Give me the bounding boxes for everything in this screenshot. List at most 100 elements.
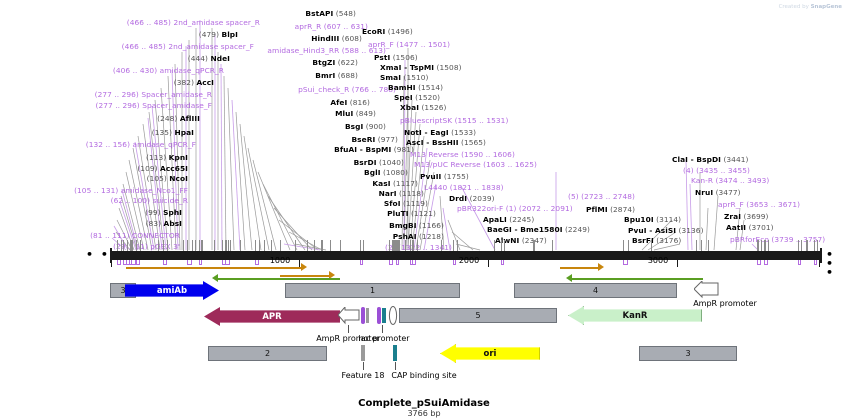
feature-arrow-apr[interactable]: APR bbox=[204, 307, 340, 326]
caption-line-lac-promoter bbox=[382, 325, 383, 333]
enzyme-site-tick bbox=[340, 240, 341, 251]
label-l4440: L4440 (1821 .. 1838) bbox=[424, 183, 504, 192]
enzyme-site-tick bbox=[129, 240, 131, 251]
label-bpu10i: Bpu10I (3114) bbox=[624, 215, 682, 224]
enzyme-site-tick bbox=[280, 240, 282, 251]
label-aprr-f-2: aprR_F (3653 .. 3671) bbox=[718, 200, 801, 209]
label-xmai-tspmi: XmaI - TspMI (1508) bbox=[380, 63, 462, 72]
primer-bar-green-1 bbox=[216, 278, 340, 280]
site-glyph-purple-2[interactable] bbox=[377, 307, 381, 324]
label-2nd-amidase-spacer-r: (466 .. 485) 2nd_amidase spacer_R bbox=[126, 18, 260, 27]
feature-box-4[interactable]: 4 bbox=[514, 283, 677, 298]
ruler-tick-end bbox=[819, 260, 820, 267]
enzyme-site-tick bbox=[214, 240, 215, 251]
label-pbrforeco: pBRforEco (3739 .. 3757) bbox=[730, 235, 825, 244]
label-hpai: (135) HpaI bbox=[151, 128, 194, 137]
feature-box-5[interactable]: 5 bbox=[399, 308, 557, 323]
label-zrai: ZraI (3699) bbox=[724, 212, 769, 221]
feature-bracket bbox=[756, 260, 761, 265]
feature-bracket bbox=[163, 260, 167, 265]
enzyme-site-tick bbox=[393, 240, 395, 251]
enzyme-site-tick bbox=[140, 240, 142, 251]
ruler-tick-1000 bbox=[299, 260, 300, 267]
feature-box-3-right[interactable]: 3 bbox=[639, 346, 737, 361]
label-sfoi: SfoI (1119) bbox=[383, 199, 428, 208]
label-baegi-bme1580i: BaeGI - Bme1580I (2249) bbox=[487, 225, 590, 234]
ruler-label-1000: 1000 bbox=[269, 256, 291, 265]
enzyme-site-tick bbox=[363, 240, 365, 251]
label-hindiii: HindIII (608) bbox=[311, 34, 362, 43]
label-spei: SpeI (1520) bbox=[394, 93, 441, 102]
enzyme-site-tick bbox=[135, 240, 137, 251]
ampr-promoter-arrow-right[interactable] bbox=[694, 281, 720, 299]
ampr-promoter-arrow-left[interactable] bbox=[338, 307, 360, 325]
enzyme-site-tick bbox=[806, 240, 808, 251]
enzyme-site-tick bbox=[409, 240, 411, 251]
label-blpi: (479) BlpI bbox=[198, 30, 238, 39]
site-glyph-grey-1[interactable] bbox=[366, 308, 369, 323]
site-glyph-outline-1[interactable] bbox=[388, 306, 398, 325]
enzyme-site-tick bbox=[122, 240, 124, 251]
enzyme-site-tick bbox=[194, 240, 196, 251]
enzyme-site-tick bbox=[813, 240, 815, 251]
primer-bar-orange-2 bbox=[280, 275, 330, 277]
feature-bracket bbox=[388, 260, 394, 265]
label-amidase-hind3-rr: amidase_Hind3_RR (588 .. 613) bbox=[267, 46, 386, 55]
label-bseri: BseRI (977) bbox=[351, 135, 398, 144]
label-bfuai-bspmi: BfuAI - BspMI (981) bbox=[334, 145, 414, 154]
site-glyph-purple-1[interactable] bbox=[361, 307, 365, 324]
label-asci-bsshii: AscI - BssHII (1565) bbox=[406, 138, 487, 147]
feature-bracket bbox=[412, 260, 417, 265]
enzyme-site-tick bbox=[767, 240, 769, 251]
label-feature-5: (5) (2723 .. 2748) bbox=[568, 192, 635, 201]
label-acci: (382) AccI bbox=[173, 78, 214, 87]
site-glyph-teal-1[interactable] bbox=[382, 308, 386, 323]
enzyme-site-tick bbox=[533, 240, 535, 251]
enzyme-site-tick bbox=[314, 240, 315, 251]
label-afliii: (248) AflIII bbox=[157, 114, 200, 123]
enzyme-site-tick bbox=[801, 240, 803, 251]
feature-bracket bbox=[187, 260, 192, 265]
label-amidase-qpcr-f: (132 .. 156) amidase_qPCR_F bbox=[85, 140, 196, 149]
plasmid-backbone bbox=[110, 251, 822, 260]
label-mlui: MluI (849) bbox=[335, 109, 376, 118]
label-aprr-r: aprR_R (607 .. 631) bbox=[294, 22, 368, 31]
enzyme-site-tick bbox=[130, 240, 132, 251]
feature-bracket bbox=[500, 260, 505, 265]
caption-ampr-promoter-right: AmpR promoter bbox=[693, 299, 757, 308]
feature-box-1[interactable]: 1 bbox=[285, 283, 460, 298]
watermark-brand: SnapGene bbox=[810, 4, 842, 10]
enzyme-site-tick bbox=[264, 240, 266, 251]
label-pbluescriptsk: pBluescriptSK (1515 .. 1531) bbox=[400, 116, 509, 125]
label-sphi: (99) SphI bbox=[145, 208, 182, 217]
enzyme-site-tick bbox=[394, 240, 396, 251]
feature-arrow-amiab[interactable]: amiAb bbox=[125, 281, 219, 300]
caption-line-feature-18 bbox=[363, 362, 364, 370]
label-feature-4: (4) (3435 .. 3455) bbox=[683, 166, 750, 175]
backbone-left-ellipsis: • • • bbox=[86, 248, 125, 261]
cap-binding-site-marker[interactable] bbox=[393, 345, 397, 361]
label-bmri: BmrI (688) bbox=[315, 71, 358, 80]
enzyme-site-tick bbox=[440, 240, 442, 251]
feature-18-marker[interactable] bbox=[361, 345, 365, 361]
caption-lac-promoter: lac promoter bbox=[358, 334, 410, 343]
enzyme-site-tick bbox=[756, 240, 758, 251]
enzyme-site-tick bbox=[126, 240, 128, 251]
label-amidase-qpcr-r: (406 .. 430) amidase_qPCR_R bbox=[112, 66, 224, 75]
label-2nd-amidase-spacer-f: (466 .. 485) 2nd_amidase spacer_F bbox=[121, 42, 254, 51]
feature-bracket bbox=[198, 260, 203, 265]
enzyme-site-tick bbox=[330, 240, 332, 251]
label-smai: SmaI (1510) bbox=[380, 73, 429, 82]
enzyme-site-tick bbox=[157, 240, 159, 251]
label-ecori: EcoRI (1496) bbox=[362, 27, 413, 36]
enzyme-site-tick bbox=[494, 240, 496, 251]
enzyme-site-tick bbox=[764, 240, 766, 251]
enzyme-site-tick bbox=[622, 240, 624, 251]
enzyme-site-tick bbox=[399, 240, 401, 251]
feature-box-2[interactable]: 2 bbox=[208, 346, 327, 361]
enzyme-site-tick bbox=[294, 240, 296, 251]
enzyme-site-tick bbox=[198, 240, 200, 251]
feature-bracket bbox=[813, 260, 818, 265]
label-pflmi: PflMI (2874) bbox=[586, 205, 636, 214]
